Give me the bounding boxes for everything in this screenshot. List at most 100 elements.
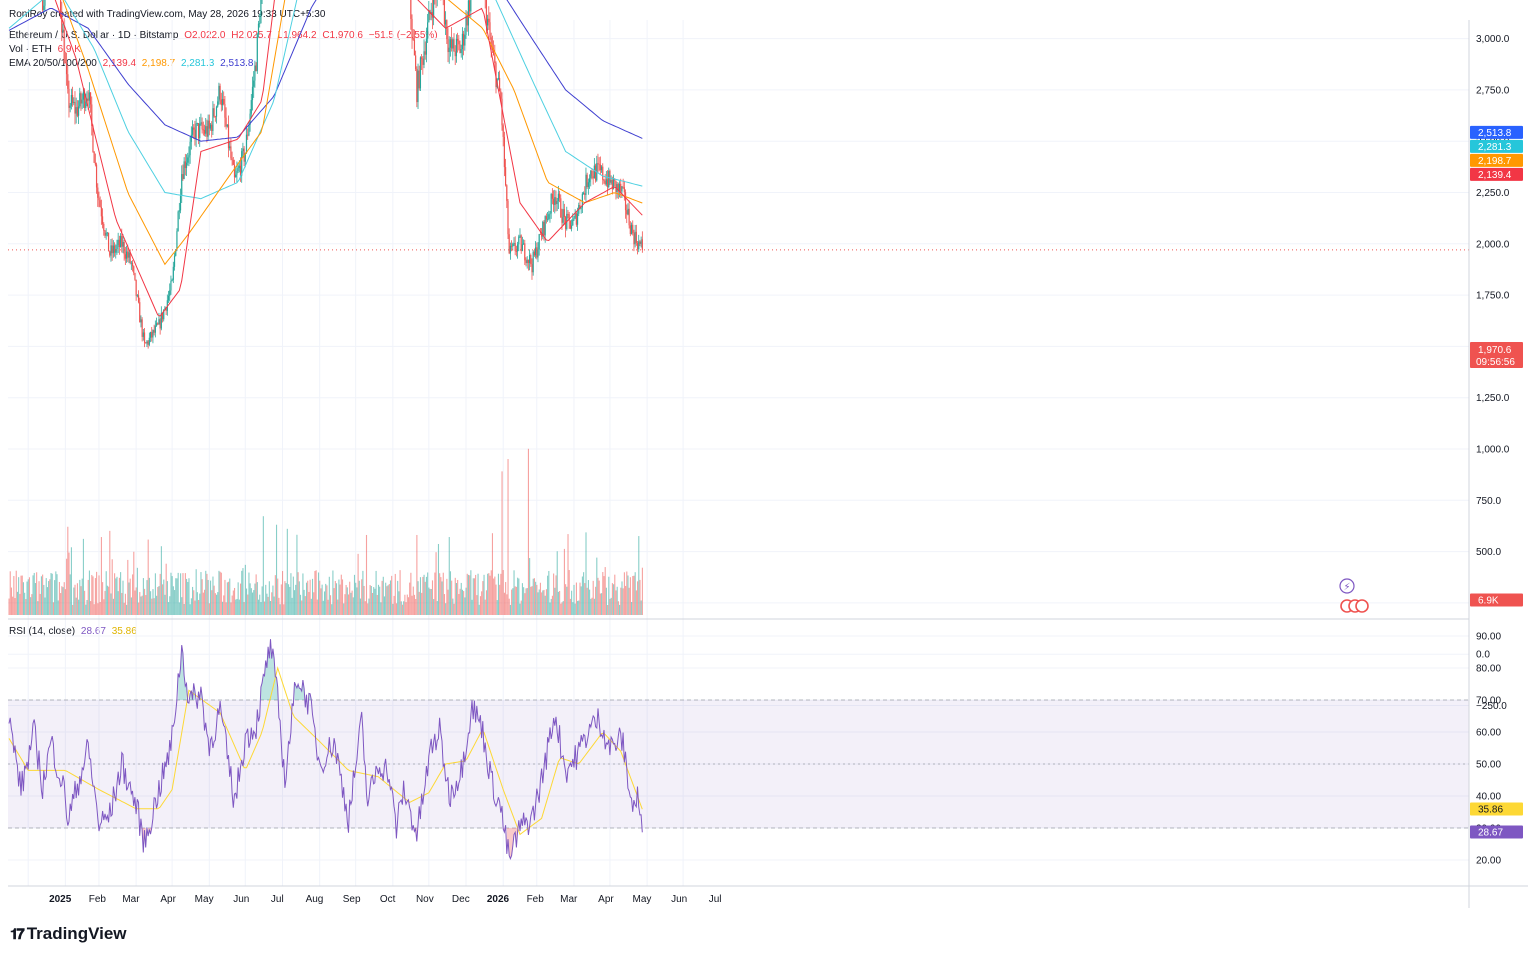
rsi-line	[8, 639, 643, 860]
candle-body	[104, 230, 106, 236]
candle-body	[530, 255, 532, 265]
volume-bar	[104, 590, 106, 615]
candle-body	[611, 179, 613, 190]
volume-bar	[311, 578, 314, 615]
candle-body	[447, 39, 449, 53]
candle-body	[151, 332, 153, 338]
volume-bar	[435, 552, 437, 615]
volume-bar	[234, 587, 236, 615]
volume-bar	[272, 585, 274, 615]
volume-bar	[263, 601, 266, 615]
volume-bar	[44, 597, 46, 615]
candle-body	[187, 157, 189, 163]
candle-body	[604, 181, 606, 185]
rsi-label[interactable]: RSI (14, close)	[9, 626, 76, 637]
volume-bar	[337, 599, 339, 615]
candle-body	[112, 245, 114, 254]
volume-bar	[593, 598, 595, 615]
volume-bar	[293, 590, 296, 615]
volume-bar	[347, 594, 350, 615]
candle-body	[244, 152, 246, 162]
volume-bar	[43, 584, 45, 615]
volume-bar	[217, 592, 219, 615]
volume-bar	[115, 578, 117, 615]
volume-bar	[168, 602, 170, 615]
candle-body	[100, 206, 102, 217]
volume-bar	[470, 570, 472, 615]
volume-bar	[154, 573, 156, 615]
candle-body	[235, 174, 237, 178]
volume-bar	[579, 582, 581, 615]
volume-bar	[37, 601, 39, 615]
volume-bar	[388, 584, 390, 615]
candle-body	[141, 319, 143, 337]
candle-body	[552, 198, 555, 205]
volume-bar	[183, 603, 185, 615]
candle-body	[500, 91, 502, 99]
candle-body	[521, 244, 523, 252]
candle-body	[411, 18, 413, 39]
candle-body	[202, 129, 204, 131]
volume-bar	[497, 573, 499, 615]
candle-body	[212, 108, 214, 131]
time-tick-label: 2026	[487, 894, 510, 905]
volume-bar	[407, 597, 410, 615]
volume-bar	[519, 603, 521, 615]
volume-bar	[569, 598, 571, 615]
volume-label[interactable]: Vol · ETH	[9, 44, 52, 55]
candle-body	[208, 120, 210, 129]
ema-label[interactable]: EMA 20/50/100/200	[9, 58, 97, 69]
volume-bar	[494, 576, 496, 615]
candle-body	[586, 174, 588, 187]
volume-bar	[568, 570, 570, 615]
volume-bar	[379, 586, 381, 615]
volume-bar	[632, 576, 634, 615]
volume-bar	[597, 577, 599, 615]
tradingview-logo[interactable]: 𝟏𝟕 TradingView	[10, 924, 127, 944]
volume-bar	[637, 581, 639, 615]
candle-body	[510, 245, 513, 247]
candle-body	[116, 244, 118, 250]
volume-bar	[549, 602, 551, 615]
candle-body	[181, 174, 183, 196]
volume-bar	[587, 580, 589, 615]
candle-body	[461, 33, 464, 50]
volume-bar	[506, 594, 508, 615]
price-tick-label: −250.0	[1476, 701, 1507, 712]
candle-body	[170, 280, 172, 291]
volume-bar	[521, 583, 523, 615]
ema-lines	[8, 0, 1469, 317]
volume-bar	[344, 594, 346, 615]
time-tick-label: Aug	[306, 894, 324, 905]
volume-bar	[64, 589, 66, 615]
volume-bar	[278, 597, 280, 615]
time-tick-label: Apr	[160, 894, 176, 905]
volume-bar	[413, 594, 416, 615]
volume-bar	[422, 576, 424, 615]
volume-bar	[585, 532, 587, 615]
volume-bar	[177, 572, 179, 615]
candle-body	[513, 242, 515, 244]
candlesticks	[41, 0, 643, 349]
volume-bar	[517, 577, 519, 615]
badge-rsi: 28.67	[1478, 828, 1503, 839]
volume-bar	[458, 594, 460, 615]
candle-body	[639, 241, 641, 244]
volume-bar	[640, 600, 642, 615]
volume-bar	[93, 604, 95, 615]
volume-bar	[299, 594, 302, 615]
candle-body	[68, 88, 70, 108]
candle-body	[549, 213, 551, 215]
candle-body	[247, 134, 249, 136]
time-tick-label: Sep	[343, 894, 361, 905]
candle-body	[121, 236, 123, 247]
candle-body	[443, 0, 446, 25]
volume-bar	[273, 596, 275, 615]
volume-bar	[363, 585, 365, 615]
volume-bar	[255, 574, 257, 615]
volume-bar	[557, 591, 559, 615]
volume-bar	[307, 580, 309, 615]
volume-bar	[357, 553, 359, 615]
volume-bar	[416, 534, 418, 615]
